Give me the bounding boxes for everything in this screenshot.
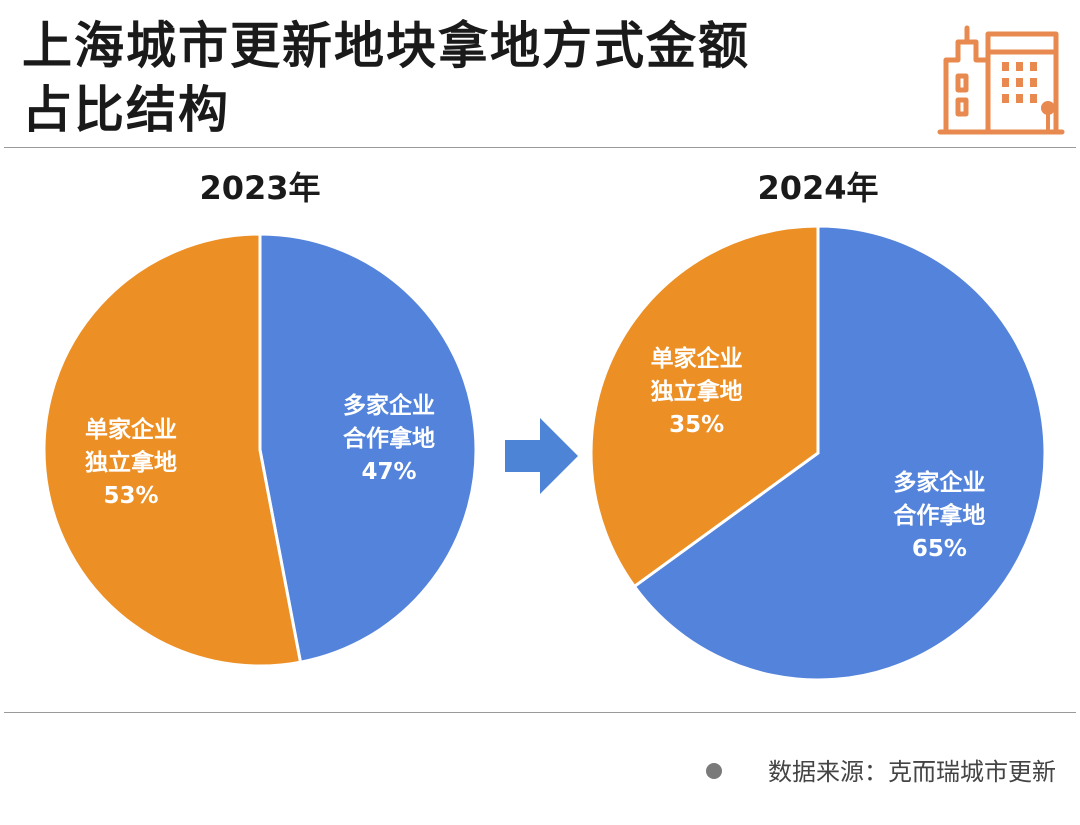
pie-slice-0-0 xyxy=(258,232,478,664)
slice-label-1-0: 多家企业合作拿地 65% xyxy=(893,469,985,562)
slice-name-line: 单家企业 xyxy=(85,416,177,443)
title-line-2: 占比结构 xyxy=(22,81,230,139)
slice-name-line: 独立拿地 xyxy=(651,378,743,405)
pie-slice-1-1 xyxy=(589,224,820,589)
slice-value-label: 65% xyxy=(912,536,967,562)
slice-value-label: 47% xyxy=(361,459,416,485)
source-label: 数据来源：克而瑞城市更新 xyxy=(768,758,1056,786)
slice-value-label: 35% xyxy=(669,412,724,438)
city-buildings-icon xyxy=(937,25,1065,135)
slice-name-line: 多家企业 xyxy=(343,392,435,419)
slice-label-0-1: 单家企业独立拿地 53% xyxy=(85,416,177,509)
slice-name-line: 多家企业 xyxy=(893,469,985,496)
slice-label-0-0: 多家企业合作拿地 47% xyxy=(343,392,435,485)
slice-name-line: 独立拿地 xyxy=(85,449,177,476)
header-divider xyxy=(4,147,1076,148)
right-arrow-icon xyxy=(505,418,578,494)
footer-divider xyxy=(4,712,1076,713)
slice-name-line: 合作拿地 xyxy=(893,502,985,529)
slice-name-line: 单家企业 xyxy=(651,345,743,372)
page-title: 上海城市更新地块拿地方式金额 占比结构 xyxy=(22,14,902,142)
title-line-1: 上海城市更新地块拿地方式金额 xyxy=(22,17,750,75)
pie-charts: 2023年 多家企业合作拿地 47%单家企业独立拿地 53% 2024年 多家企业合… xyxy=(42,169,1047,682)
chart-title-2024: 2024年 xyxy=(757,169,878,207)
pie-slice-0-1 xyxy=(42,232,303,668)
slice-label-1-1: 单家企业独立拿地 35% xyxy=(651,345,743,438)
slice-name-line: 合作拿地 xyxy=(343,425,435,452)
pie-2023: 多家企业合作拿地 47% 单家企业独立拿地 53% xyxy=(42,232,478,668)
pie-2024: 多家企业合作拿地 65% 单家企业独立拿地 35% xyxy=(589,224,1047,682)
slice-value-label: 53% xyxy=(103,483,158,509)
chart-title-2023: 2023年 xyxy=(199,169,320,207)
bullet-dot-icon xyxy=(706,763,722,779)
data-source: 数据来源：克而瑞城市更新 xyxy=(706,752,1056,787)
pie-slice-1-0 xyxy=(632,224,1047,682)
